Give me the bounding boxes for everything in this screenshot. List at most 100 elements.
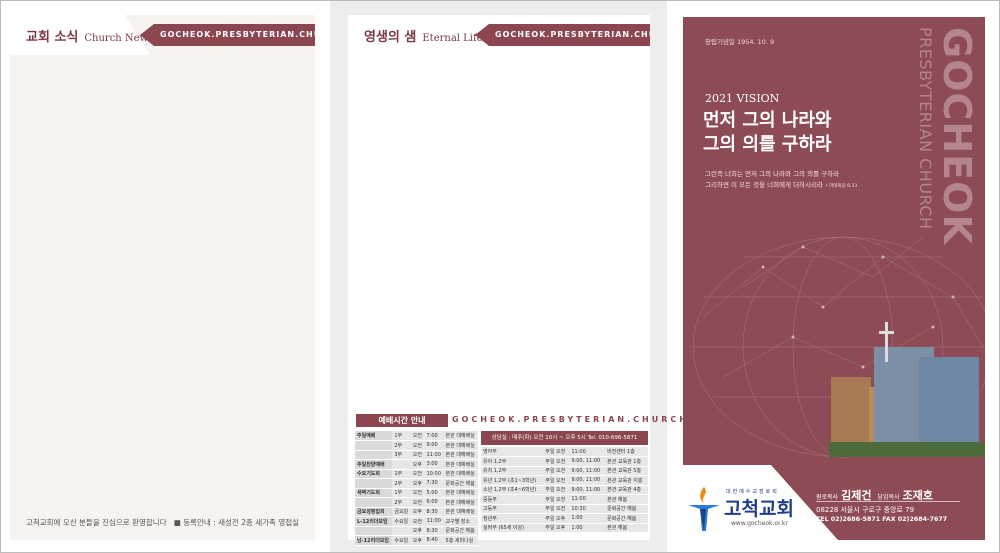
table-cell: 7:00: [424, 431, 444, 441]
table-cell: 오전: [410, 450, 425, 460]
church-logo: 대한예수교장로회 고척교회 www.gocheok.or.kr: [686, 485, 794, 537]
welcome-message: 고척교회에 오신 분들을 진심으로 환영합니다: [25, 518, 167, 527]
table-row: 유치 1,2부 주일 오전 9:00, 11:00 본관 교육관 5층: [481, 466, 648, 476]
table-cell: 새벽기도회: [355, 488, 393, 498]
title-ko: 영생의 샘: [364, 30, 417, 45]
table-cell: 본관 대예배실: [443, 497, 478, 508]
pastor-role: 담임목사: [877, 494, 900, 501]
table-cell: 본관 대예배실: [443, 507, 478, 517]
phone-fax: TEL 02)2686-5871 FAX 02)2684-7677: [816, 516, 948, 523]
panel-title: 교회 소식 Church News: [26, 26, 153, 45]
table-cell: 주일 오전: [543, 447, 570, 457]
table-cell: 본관 대예배실: [443, 450, 478, 460]
table-cell: 8:40: [424, 535, 444, 546]
table-cell: 주일 오전: [543, 466, 570, 476]
table-cell: 5층 세미나실: [443, 535, 478, 546]
table-cell: 본관 교육관 1층: [605, 456, 648, 467]
table-cell: 교구별 장소: [443, 516, 478, 527]
table-cell: 11:00: [569, 447, 606, 457]
table-cell: 청년부: [481, 513, 544, 524]
vision-year: 2021 VISION: [705, 92, 780, 105]
table-cell: 유년 1,2부 (초1~3학년): [481, 475, 544, 486]
church-news-panel: 교회 소식 Church News GOCHEOK.PRESBYTERIAN.CH…: [10, 15, 315, 540]
table-cell: 9:00, 11:00: [569, 456, 606, 467]
table-cell: 문화공간 해봄: [605, 504, 648, 514]
logo-denomination: 대한예수교장로회: [726, 489, 779, 495]
welcome-text: 고척교회에 오신 분들을 진심으로 환영합니다 ■ 등록안내 : 새성전 2층 …: [10, 517, 315, 528]
table-cell: 9:00, 11:00: [569, 475, 606, 486]
table-cell: 주일 오전: [543, 485, 570, 495]
table-cell: 5:00: [424, 488, 444, 498]
table-cell: 영아부: [481, 447, 544, 457]
pastor-name: 조재호: [902, 489, 933, 502]
url-banner: GOCHEOK.PRESBYTERIAN.CHURCH: [475, 24, 650, 46]
table-cell: 9:00, 11:00: [569, 466, 606, 476]
table-cell: 본관 대예배실: [443, 459, 478, 470]
pastors: 원로목사 김제건 담임목사 조재호: [816, 487, 939, 503]
worship-schedule-table: 주일예배 1부 오전 7:00 본관 대예배실 2부 오전 9:00 본관 대예배실 3부 오전 11…: [355, 431, 478, 546]
table-cell: 3:00: [424, 459, 444, 470]
table-row: 유아 1,2부 주일 오전 9:00, 11:00 본관 교육관 1층: [481, 456, 648, 467]
eternal-life-panel: 영생의 샘 Eternal Life GOCHEOK.PRESBYTERIAN.C…: [348, 15, 686, 546]
table-row: 고등부 주일 오전 10:30 문화공간 해봄: [481, 504, 648, 514]
schedule-title: 예배시간 안내: [356, 414, 448, 427]
table-cell: 주일 오전: [543, 494, 570, 505]
vertical-church-name: PRESBYTERIAN CHURCH: [916, 27, 935, 230]
founding-date: 창립기념일 1954. 10. 9: [705, 38, 775, 46]
table-cell: [355, 526, 393, 536]
table-cell: 6:00: [424, 497, 444, 508]
table-cell: 오전: [410, 516, 425, 527]
table-cell: [355, 478, 393, 489]
website-url: www.gocheok.or.kr: [731, 520, 788, 527]
table-cell: 본관 해봄: [605, 494, 648, 505]
table-row: 영아부 주일 오전 11:00 비전센터 1층: [481, 447, 648, 457]
table-cell: 금요성령집회: [355, 507, 393, 517]
table-cell: 수요일: [392, 516, 411, 527]
table-cell: 금요일: [392, 507, 411, 517]
table-cell: 유아 1,2부: [481, 456, 544, 467]
table-cell: 본관 대예배실: [443, 469, 478, 479]
divider: [816, 501, 960, 502]
table-cell: 본관 대예배실: [443, 440, 478, 451]
title-en: Eternal Life: [422, 33, 483, 44]
table-row: 실버부 (65세 이상) 주일 오후 1:00 본관 해봄: [481, 523, 648, 533]
table-cell: 본관 대예배실: [443, 488, 478, 498]
table-row: 2부 오전 6:00 본관 대예배실: [355, 497, 478, 508]
table-cell: 오전: [410, 440, 425, 451]
table-cell: 남-12리더모임: [355, 535, 393, 546]
verse-line: 그리하면 이 모든 것을 너희에게 더하시리라: [705, 181, 823, 189]
table-cell: 문화공간 해봄: [605, 513, 648, 524]
church-building-image: [829, 322, 985, 457]
table-cell: 본관 교육관 5층: [605, 466, 648, 476]
panel-header: 영생의 샘 Eternal Life GOCHEOK.PRESBYTERIAN.C…: [348, 24, 650, 46]
table-cell: [355, 440, 393, 451]
table-cell: 주일 오전: [543, 475, 570, 486]
cover-panel: 창립기념일 1954. 10. 9 PRESBYTERIAN CHURCH GO…: [683, 17, 985, 540]
table-cell: 10:00: [424, 469, 444, 479]
title-ko: 교회 소식: [26, 30, 79, 45]
table-row: 중등부 주일 오전 11:00 본관 해봄: [481, 494, 648, 505]
table-cell: 주일 오후: [543, 513, 570, 524]
table-cell: 9:00, 11:00: [569, 485, 606, 495]
table-cell: 9:00: [424, 440, 444, 451]
bible-verse: 그런즉 너희는 먼저 그의 나라와 그의 의를 구하라 그리하면 이 모든 것을 …: [705, 169, 857, 192]
table-cell: 8:30: [424, 507, 444, 517]
registration-info: ■ 등록안내 : 새성전 2층 새가족 영접실: [173, 518, 300, 527]
table-cell: 고등부: [481, 504, 544, 514]
vision-headline: 먼저 그의 나라와 그의 의를 구하라: [703, 109, 831, 157]
table-cell: 1부: [392, 431, 411, 441]
table-cell: [355, 497, 393, 508]
pastor-name: 김제건: [841, 489, 872, 502]
counsel-info: 상담실 : 매주(화) 오전 10시 ~ 오후 5시 Tel. 010-696-…: [481, 431, 648, 445]
table-cell: 오전: [410, 431, 425, 441]
table-cell: 주일 오전: [543, 456, 570, 467]
title-en: Church News: [84, 33, 154, 44]
table-cell: 1:00: [569, 523, 606, 533]
table-cell: 오전: [410, 488, 425, 498]
table-cell: 오전: [410, 469, 425, 479]
table-cell: 오후: [410, 526, 425, 536]
table-cell: 수요기도회: [355, 469, 393, 479]
table-row: 2부 오전 9:00 본관 대예배실: [355, 440, 478, 451]
logo-name: 고척교회: [724, 498, 794, 520]
table-cell: 2부: [392, 497, 411, 508]
